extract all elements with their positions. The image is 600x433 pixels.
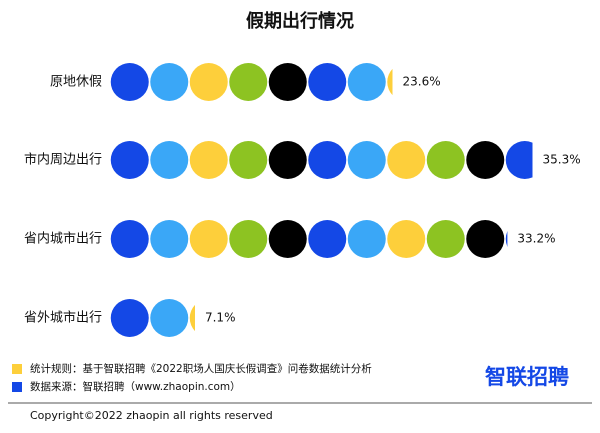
icon xyxy=(110,141,149,179)
icon xyxy=(347,220,386,258)
category-label: 市内周边出行 xyxy=(24,152,102,168)
value-label: 35.3% xyxy=(543,153,581,167)
icon xyxy=(505,231,508,247)
icon xyxy=(189,141,228,179)
icon xyxy=(189,63,228,101)
icon xyxy=(347,141,386,179)
legend-swatch xyxy=(12,364,22,374)
icon xyxy=(387,141,426,179)
icon xyxy=(426,141,465,179)
note: 数据来源：智联招聘（www.zhaopin.com） xyxy=(30,380,241,393)
icon xyxy=(387,220,426,258)
icon xyxy=(229,63,268,101)
icon xyxy=(505,141,533,179)
icon xyxy=(347,63,386,101)
icon xyxy=(466,141,505,179)
category-label: 省外城市出行 xyxy=(24,310,102,326)
icon xyxy=(110,220,149,258)
icon xyxy=(110,63,149,101)
icon xyxy=(150,141,189,179)
icon xyxy=(110,299,149,337)
icon xyxy=(308,141,347,179)
copyright: Copyright©2022 zhaopin all rights reserv… xyxy=(30,409,273,422)
chart-title: 假期出行情况 xyxy=(246,10,354,32)
value-label: 7.1% xyxy=(205,311,236,325)
pictogram-row xyxy=(110,63,393,101)
icon xyxy=(308,220,347,258)
value-label: 23.6% xyxy=(402,75,440,89)
pictogram-row xyxy=(110,220,508,258)
logo: 智联招聘 xyxy=(485,365,569,389)
icon xyxy=(268,63,307,101)
icon xyxy=(229,220,268,258)
pictogram-row xyxy=(110,141,533,179)
category-label: 省内城市出行 xyxy=(24,231,102,247)
icon xyxy=(189,304,195,332)
icon xyxy=(150,63,189,101)
icon xyxy=(189,220,228,258)
icon xyxy=(150,299,189,337)
icon xyxy=(308,63,347,101)
value-label: 33.2% xyxy=(517,232,555,246)
icon xyxy=(466,220,505,258)
icon xyxy=(229,141,268,179)
icon xyxy=(268,141,307,179)
icon xyxy=(426,220,465,258)
note: 统计规则：基于智联招聘《2022职场人国庆长假调查》问卷数据统计分析 xyxy=(30,362,372,375)
pictogram-row xyxy=(110,299,195,337)
category-label: 原地休假 xyxy=(50,75,102,90)
icon xyxy=(268,220,307,258)
icon xyxy=(387,68,393,96)
legend-swatch xyxy=(12,382,22,392)
icon xyxy=(150,220,189,258)
